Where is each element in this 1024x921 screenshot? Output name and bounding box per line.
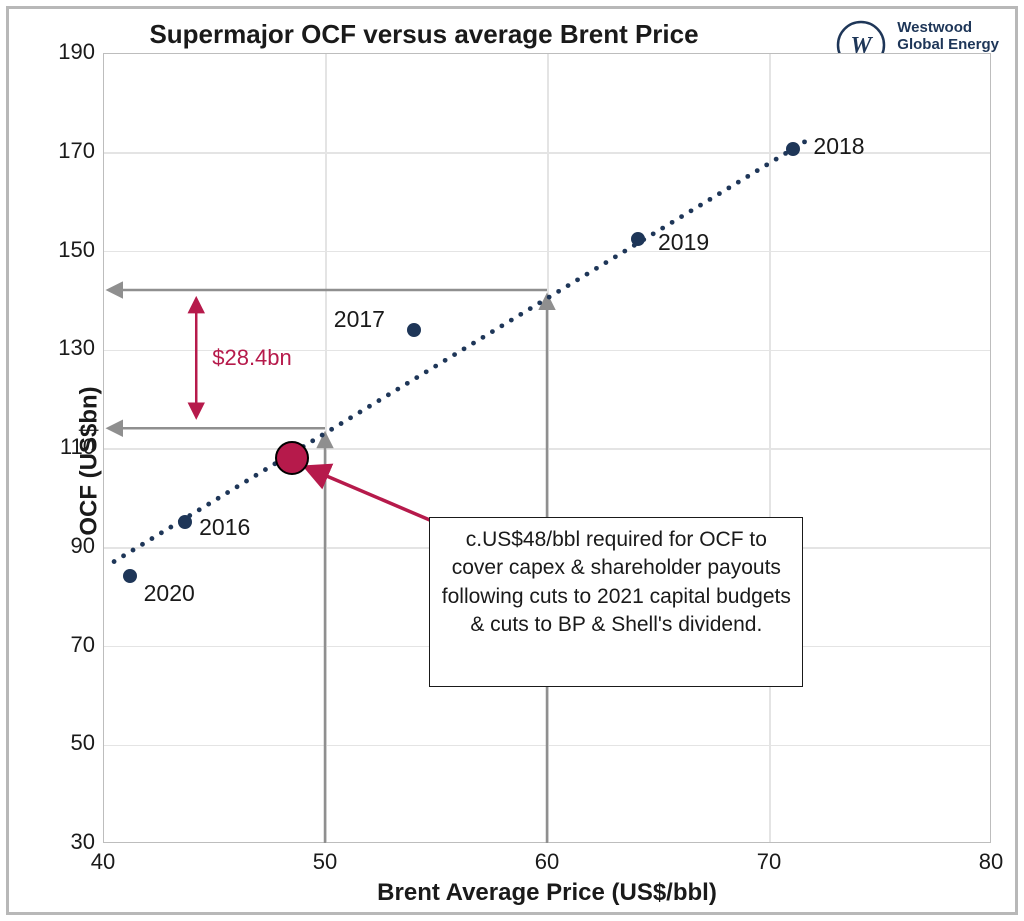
callout-annotation-box: c.US$48/bbl required for OCF to cover ca… bbox=[429, 517, 803, 687]
data-point bbox=[407, 323, 421, 337]
x-axis-label: Brent Average Price (US$/bbl) bbox=[103, 879, 991, 907]
y-tick-label: 130 bbox=[35, 335, 95, 361]
data-point bbox=[631, 232, 645, 246]
x-tick-label: 70 bbox=[739, 849, 799, 875]
y-tick-label: 70 bbox=[35, 632, 95, 658]
gridline-horizontal bbox=[104, 448, 990, 450]
data-point bbox=[786, 142, 800, 156]
data-point-label: 2016 bbox=[199, 514, 250, 541]
gridline-horizontal bbox=[104, 745, 990, 747]
y-tick-label: 110 bbox=[35, 434, 95, 460]
x-tick-label: 80 bbox=[961, 849, 1021, 875]
plot-area bbox=[103, 53, 991, 843]
gap-annotation-label: $28.4bn bbox=[212, 345, 292, 371]
chart-frame: Supermajor OCF versus average Brent Pric… bbox=[6, 6, 1018, 915]
y-tick-label: 190 bbox=[35, 39, 95, 65]
chart-title: Supermajor OCF versus average Brent Pric… bbox=[9, 19, 839, 50]
y-tick-label: 170 bbox=[35, 138, 95, 164]
data-point bbox=[123, 569, 137, 583]
x-tick-label: 60 bbox=[517, 849, 577, 875]
highlight-point bbox=[275, 441, 309, 475]
data-point-label: 2020 bbox=[144, 580, 195, 607]
data-point-label: 2018 bbox=[813, 133, 864, 160]
y-tick-label: 90 bbox=[35, 533, 95, 559]
data-point-label: 2017 bbox=[334, 306, 385, 333]
y-tick-label: 150 bbox=[35, 237, 95, 263]
y-tick-label: 30 bbox=[35, 829, 95, 855]
brand-line1: Westwood bbox=[897, 19, 999, 36]
y-axis-label: OCF (US$bn) bbox=[76, 386, 104, 535]
data-point bbox=[178, 515, 192, 529]
gridline-horizontal bbox=[104, 251, 990, 253]
x-tick-label: 50 bbox=[295, 849, 355, 875]
data-point-label: 2019 bbox=[658, 229, 709, 256]
brand-line2: Global Energy bbox=[897, 36, 999, 53]
y-tick-label: 50 bbox=[35, 730, 95, 756]
